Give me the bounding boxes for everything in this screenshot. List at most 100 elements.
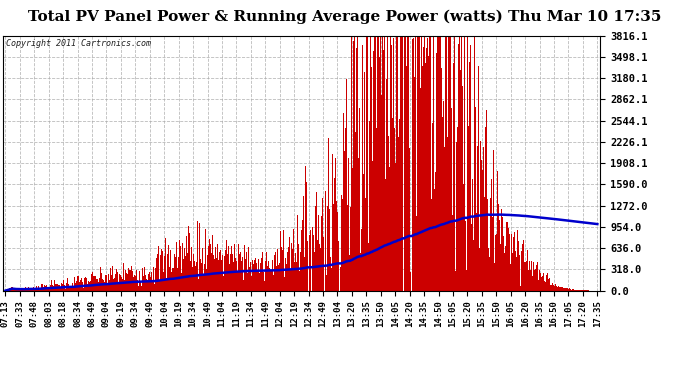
Bar <box>402 36 403 291</box>
Bar <box>522 244 523 291</box>
Bar <box>460 69 462 291</box>
Bar <box>330 257 331 291</box>
Bar <box>426 48 427 291</box>
Bar <box>152 282 153 291</box>
Bar <box>486 110 487 291</box>
Bar <box>166 278 167 291</box>
Bar <box>85 277 86 291</box>
Bar <box>293 229 295 291</box>
Bar <box>430 36 431 291</box>
Bar <box>167 254 168 291</box>
Bar <box>553 285 554 291</box>
Bar <box>150 276 151 291</box>
Bar <box>297 215 298 291</box>
Bar <box>314 252 315 291</box>
Bar <box>437 36 439 291</box>
Bar <box>137 280 138 291</box>
Bar <box>20 290 21 291</box>
Bar <box>336 201 337 291</box>
Bar <box>433 36 434 291</box>
Bar <box>409 148 410 291</box>
Bar <box>87 284 88 291</box>
Bar <box>46 285 48 291</box>
Bar <box>13 290 14 291</box>
Bar <box>206 255 208 291</box>
Bar <box>149 272 150 291</box>
Bar <box>404 36 405 291</box>
Bar <box>260 263 261 291</box>
Bar <box>253 264 254 291</box>
Bar <box>218 260 219 291</box>
Bar <box>190 248 192 291</box>
Bar <box>458 44 460 291</box>
Bar <box>124 280 126 291</box>
Bar <box>498 204 499 291</box>
Bar <box>243 280 244 291</box>
Bar <box>375 36 377 291</box>
Bar <box>425 63 426 291</box>
Bar <box>257 272 258 291</box>
Bar <box>27 289 28 291</box>
Bar <box>199 259 201 291</box>
Bar <box>78 276 79 291</box>
Bar <box>349 255 350 291</box>
Bar <box>515 251 516 291</box>
Bar <box>407 36 408 291</box>
Bar <box>448 36 450 291</box>
Bar <box>86 279 87 291</box>
Bar <box>165 238 166 291</box>
Bar <box>290 238 291 291</box>
Bar <box>222 255 224 291</box>
Bar <box>91 274 92 291</box>
Bar <box>231 246 233 291</box>
Bar <box>299 271 300 291</box>
Bar <box>265 261 266 291</box>
Bar <box>269 268 270 291</box>
Bar <box>319 244 320 291</box>
Bar <box>37 286 39 291</box>
Bar <box>432 123 433 291</box>
Bar <box>101 279 103 291</box>
Bar <box>270 271 272 291</box>
Bar <box>366 36 368 291</box>
Bar <box>565 288 566 291</box>
Bar <box>347 205 348 291</box>
Bar <box>107 285 108 291</box>
Bar <box>353 41 354 291</box>
Bar <box>213 255 215 291</box>
Bar <box>95 276 96 291</box>
Bar <box>228 246 229 291</box>
Bar <box>393 38 394 291</box>
Bar <box>361 229 362 291</box>
Bar <box>162 251 163 291</box>
Bar <box>443 102 444 291</box>
Bar <box>484 197 485 291</box>
Bar <box>451 215 453 291</box>
Bar <box>510 264 511 291</box>
Bar <box>487 198 488 291</box>
Bar <box>386 79 387 291</box>
Bar <box>450 36 451 291</box>
Bar <box>570 289 571 291</box>
Bar <box>578 290 579 291</box>
Bar <box>568 289 569 291</box>
Bar <box>516 257 517 291</box>
Bar <box>442 117 443 291</box>
Bar <box>192 267 193 291</box>
Bar <box>362 45 363 291</box>
Bar <box>302 220 304 291</box>
Bar <box>252 260 253 291</box>
Bar <box>335 158 336 291</box>
Bar <box>503 236 504 291</box>
Bar <box>529 261 530 291</box>
Bar <box>193 255 194 291</box>
Bar <box>329 209 330 291</box>
Bar <box>306 182 307 291</box>
Bar <box>530 270 531 291</box>
Bar <box>286 252 288 291</box>
Bar <box>377 36 378 291</box>
Bar <box>246 252 247 291</box>
Bar <box>567 288 568 291</box>
Bar <box>245 259 246 291</box>
Bar <box>420 88 421 291</box>
